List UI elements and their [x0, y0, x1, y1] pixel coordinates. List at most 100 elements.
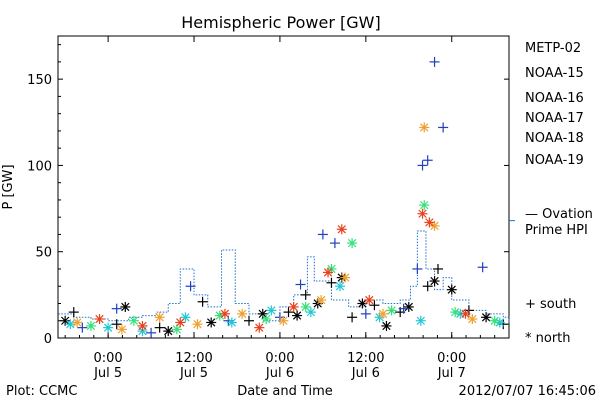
data-point-noaa-19-north	[288, 301, 299, 312]
data-point-noaa-16-north	[180, 312, 191, 323]
legend-entry-1: NOAA-15	[525, 66, 584, 81]
legend: METP-02 NOAA-15 NOAA-16 NOAA-17 NOAA-18 …	[525, 41, 593, 346]
data-point-noaa-19-north	[417, 208, 428, 219]
data-point-noaa-15-south	[412, 263, 423, 274]
y-tick-label: 0	[44, 332, 52, 347]
data-point-noaa-17-north	[450, 307, 461, 318]
data-point-noaa-18-north	[278, 315, 289, 326]
data-point-noaa-15-south	[398, 303, 409, 314]
data-point-noaa-15-south	[295, 279, 306, 290]
x-tick-label-time: 0:00	[265, 351, 294, 366]
x-tick-label-date: Jul 5	[179, 366, 208, 381]
legend-entry-0: METP-02	[525, 41, 581, 56]
data-point-noaa-15-south	[438, 122, 449, 133]
data-point-metp-02-north	[257, 308, 268, 319]
data-point-noaa-18-north	[116, 324, 127, 335]
data-point-noaa-15-south	[422, 155, 433, 166]
data-point-metp-02-north	[446, 284, 457, 295]
data-point-noaa-15-south	[77, 322, 88, 333]
x-tick-label-time: 0:00	[94, 351, 123, 366]
y-tick-label: 50	[35, 246, 52, 261]
data-point-noaa-18-north	[419, 122, 430, 133]
data-point-noaa-15-south	[417, 160, 428, 171]
data-point-metp-02-south	[111, 319, 122, 330]
legend-entry-2: NOAA-16	[525, 91, 584, 106]
legend-entry-4: NOAA-18	[525, 131, 584, 146]
data-point-noaa-18-north	[378, 308, 389, 319]
data-point-metp-02-north	[292, 310, 303, 321]
data-point-noaa-16-north	[335, 281, 346, 292]
data-point-metp-02-south	[154, 322, 165, 333]
data-point-noaa-19-north	[219, 308, 230, 319]
data-point-noaa-17-north	[386, 305, 397, 316]
x-axis-label: Date and Time	[237, 384, 333, 399]
data-point-metp-02-south	[347, 312, 358, 323]
y-axis-ticks: 0 50 100 150	[27, 44, 509, 347]
data-point-metp-02-north	[481, 312, 492, 323]
x-tick-label-date: Jul 6	[351, 366, 380, 381]
data-point-noaa-18-north	[467, 314, 478, 325]
data-point-metp-02-south	[283, 307, 294, 318]
data-point-metp-02-north	[357, 298, 368, 309]
data-point-noaa-17-north	[347, 238, 358, 249]
data-point-metp-02-north	[429, 276, 440, 287]
data-point-noaa-18-north	[192, 319, 203, 330]
x-tick-label-time: 12:00	[175, 351, 212, 366]
data-point-noaa-18-north	[154, 312, 165, 323]
data-point-metp-02-north	[163, 326, 174, 337]
footer-credit: Plot: CCMC	[6, 384, 77, 399]
data-point-metp-02-north	[381, 320, 392, 331]
y-tick-label: 150	[27, 73, 52, 88]
data-point-noaa-15-south	[329, 238, 340, 249]
data-point-noaa-16-north	[266, 305, 277, 316]
x-tick-label-time: 12:00	[347, 351, 384, 366]
chart-title: Hemispheric Power [GW]	[181, 13, 380, 32]
data-point-noaa-17-north	[419, 200, 430, 211]
data-point-metp-02-south	[197, 296, 208, 307]
data-point-noaa-19-north	[336, 224, 347, 235]
data-point-noaa-19-north	[137, 320, 148, 331]
data-point-noaa-16-north	[103, 322, 114, 333]
data-point-metp-02-south	[432, 263, 443, 274]
data-point-noaa-15-south	[429, 56, 440, 67]
data-point-noaa-16-north	[415, 315, 426, 326]
data-point-noaa-18-north	[429, 220, 440, 231]
y-tick-label: 100	[27, 159, 52, 174]
x-tick-label-date: Jul 6	[265, 366, 294, 381]
data-point-noaa-18-north	[72, 317, 83, 328]
data-point-metp-02-south	[244, 315, 255, 326]
data-point-noaa-18-north	[340, 272, 351, 283]
legend-south: + south	[525, 297, 576, 312]
plot-frame	[57, 35, 510, 339]
data-point-noaa-17-north	[489, 315, 500, 326]
x-tick-label-date: Jul 7	[437, 366, 466, 381]
data-point-metp-02-north	[206, 317, 217, 328]
data-point-noaa-15-south	[317, 229, 328, 240]
data-point-noaa-18-north	[237, 308, 248, 319]
data-point-noaa-15-south	[360, 308, 371, 319]
data-point-metp-02-north	[403, 301, 414, 312]
ovation-hpi-line	[58, 230, 510, 323]
data-point-metp-02-south	[68, 307, 79, 318]
data-point-noaa-15-south	[111, 303, 122, 314]
data-point-noaa-15-south	[477, 262, 488, 273]
data-point-metp-02-north	[60, 315, 71, 326]
data-point-noaa-18-north	[316, 295, 327, 306]
data-point-metp-02-north	[120, 301, 131, 312]
data-point-metp-02-south	[326, 277, 337, 288]
data-point-noaa-15-south	[185, 281, 196, 292]
data-point-noaa-19-north	[94, 314, 105, 325]
data-point-noaa-19-north	[323, 267, 334, 278]
data-point-metp-02-south	[369, 300, 380, 311]
data-points	[60, 56, 509, 338]
data-point-noaa-15-south	[146, 327, 157, 338]
data-point-metp-02-south	[422, 281, 433, 292]
data-point-noaa-19-north	[460, 308, 471, 319]
data-point-metp-02-south	[300, 289, 311, 300]
data-point-noaa-17-north	[85, 320, 96, 331]
legend-entry-3: NOAA-17	[525, 111, 584, 126]
data-point-noaa-19-north	[254, 322, 265, 333]
data-point-noaa-16-north	[226, 317, 237, 328]
